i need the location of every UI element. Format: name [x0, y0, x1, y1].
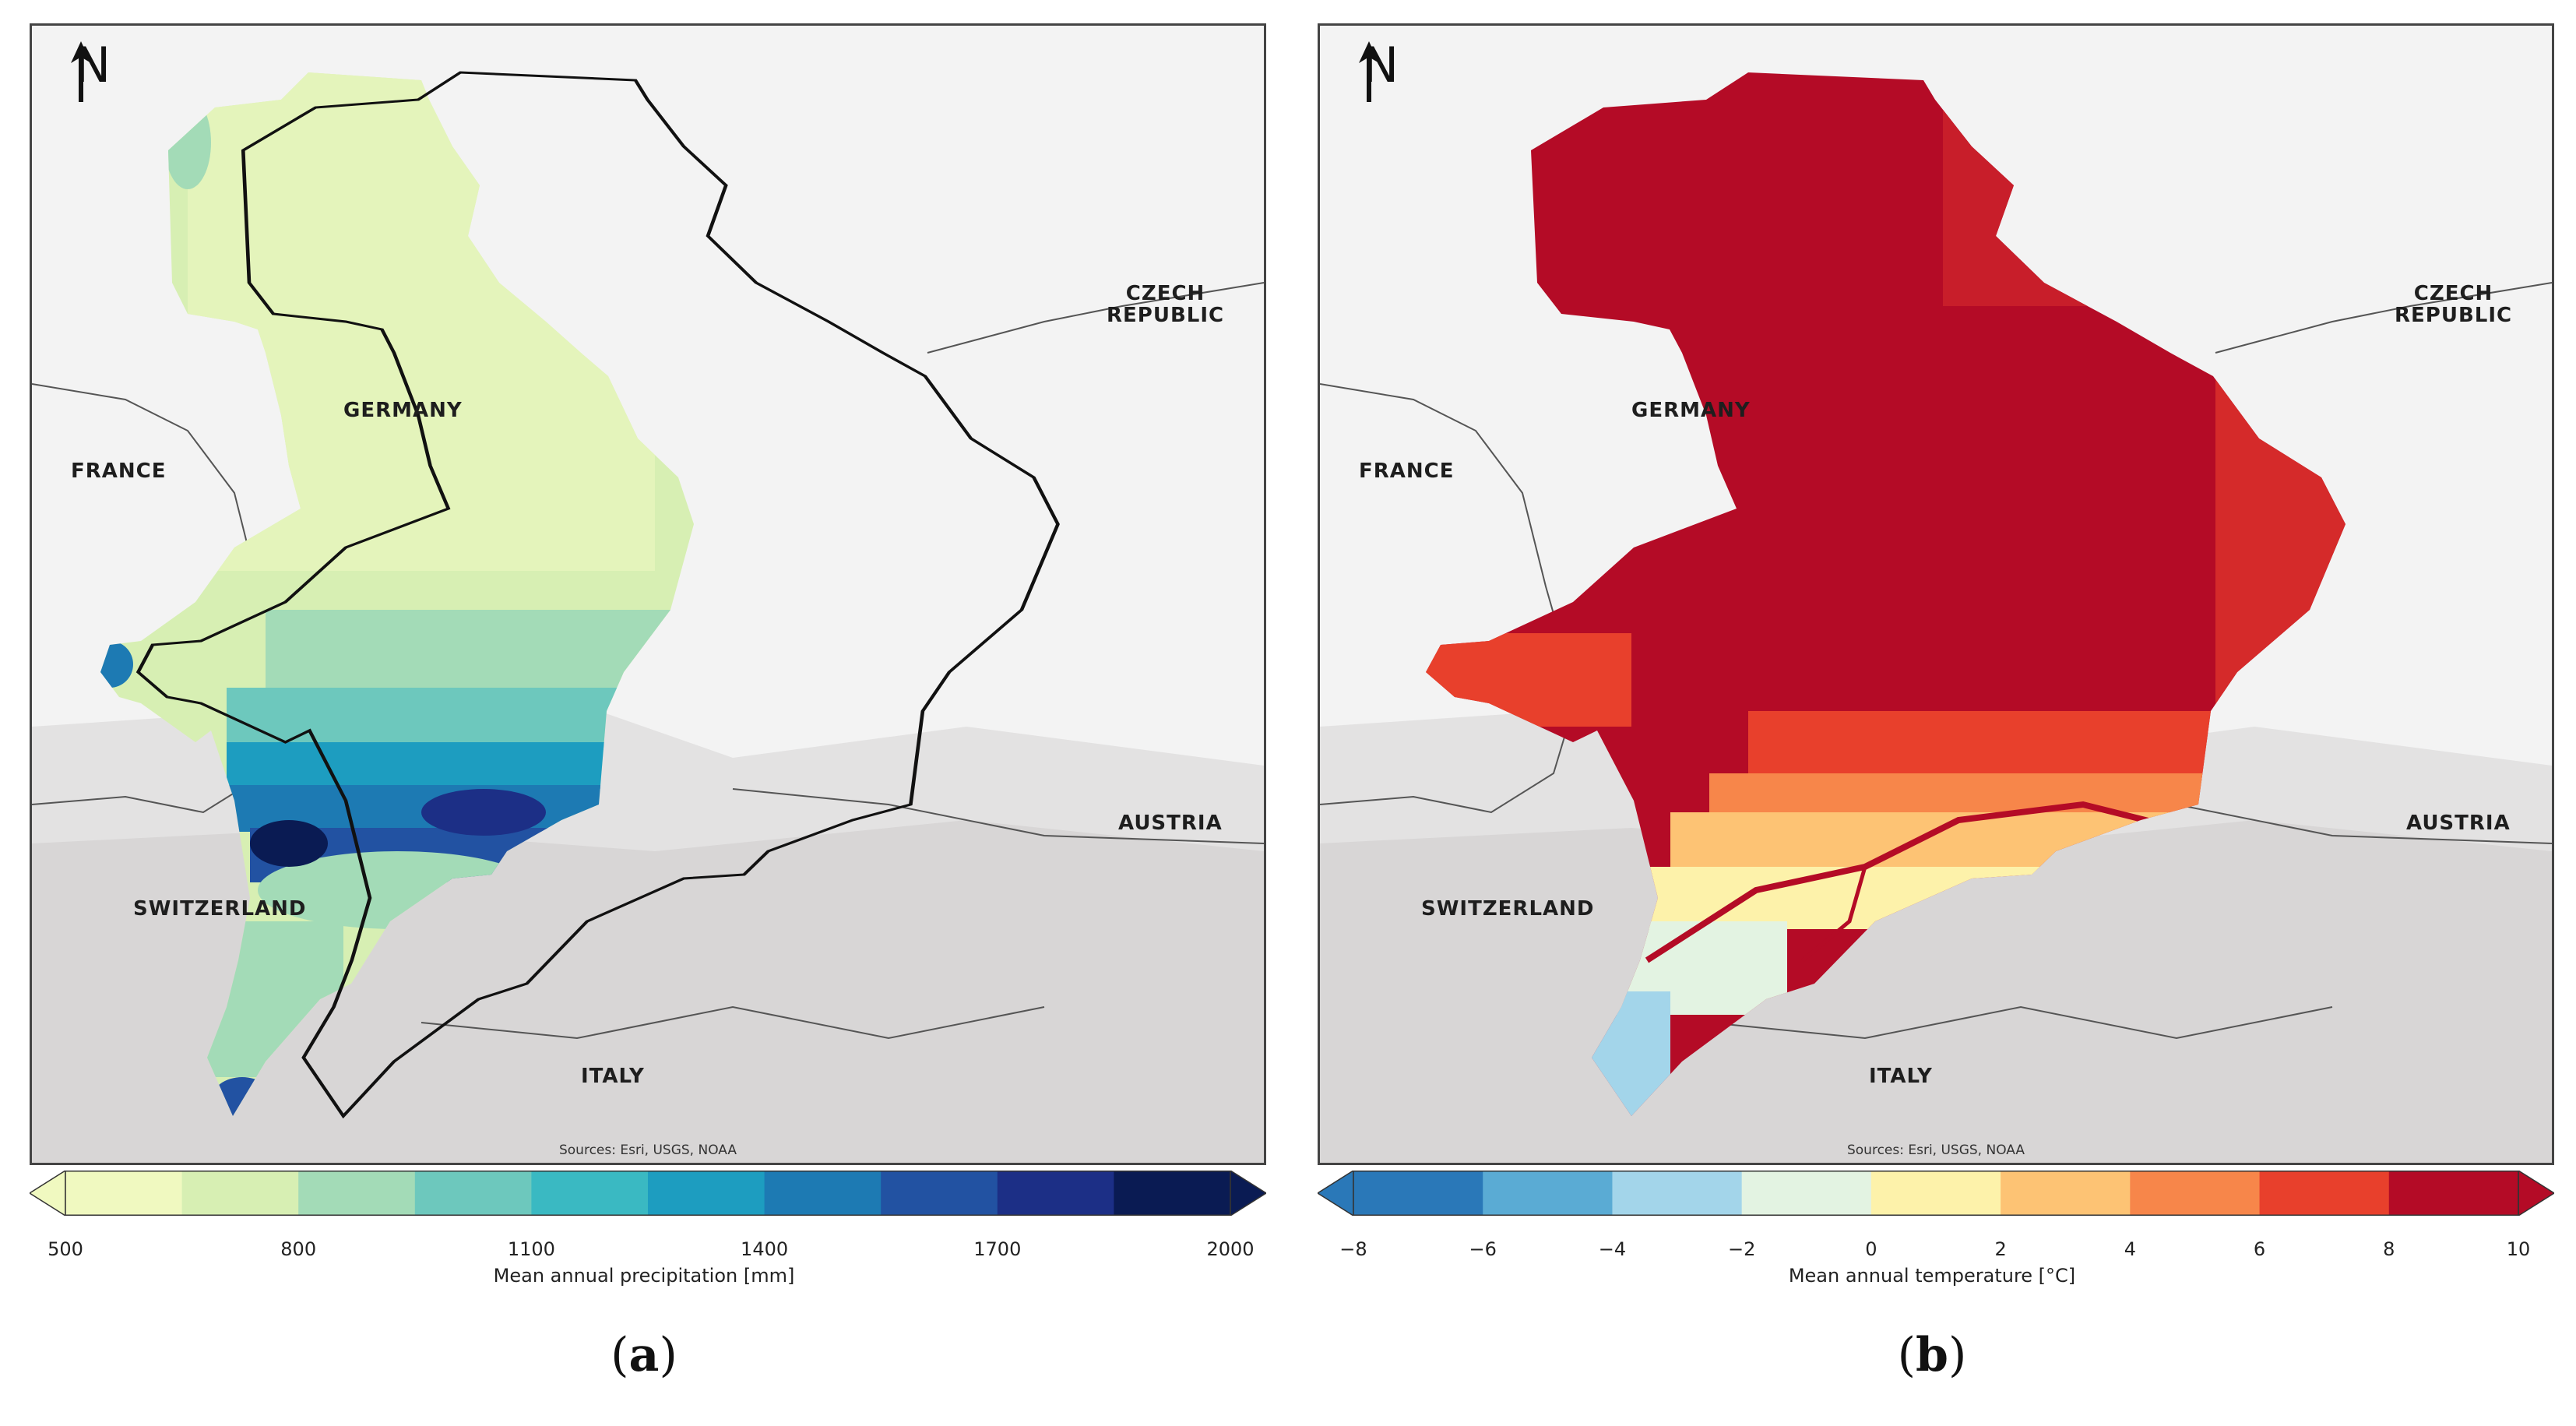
precipitation-colorbar-outline: [65, 1171, 1231, 1216]
label-france: FRANCE: [71, 459, 167, 483]
precipitation-colorbar-swatch: [298, 1171, 416, 1216]
precipitation-colorbar: [30, 1171, 1266, 1216]
label-czech-line1: CZECH: [1125, 282, 1205, 305]
temperature-colorbar-tick-label: −6: [1469, 1238, 1497, 1260]
precipitation-colorbar-tick-label: 1100: [507, 1238, 555, 1260]
panel-b-label: (b): [1897, 1328, 1967, 1382]
temperature-colorbar-tick-label: 2: [1994, 1238, 2007, 1260]
map-temperature: N GERMANY FRANCE CZECH REPUBLIC AUSTRIA …: [1318, 23, 2554, 1165]
precipitation-colorbar-tick-label: 1700: [973, 1238, 1022, 1260]
label-czech: CZECH REPUBLIC: [1107, 283, 1224, 326]
temperature-colorbar-tick-label: 10: [2506, 1238, 2531, 1260]
temperature-colorbar-swatch: [1870, 1171, 2001, 1216]
temperature-colorbar-swatch: [2388, 1171, 2519, 1216]
precipitation-colorbar-tick-label: 2000: [1206, 1238, 1255, 1260]
label-germany-b: GERMANY: [1631, 399, 1751, 422]
north-arrow-icon: [71, 41, 91, 102]
temperature-colorbar-tick-label: −2: [1727, 1238, 1756, 1260]
precipitation-colorbar-swatch: [764, 1171, 882, 1216]
precipitation-colorbar-swatch: [648, 1171, 765, 1216]
temperature-colorbar-title: Mean annual temperature [°C]: [1788, 1265, 2076, 1287]
temperature-colorbar-tick-label: 8: [2383, 1238, 2395, 1260]
precipitation-map-svg: [32, 26, 1264, 1163]
label-switzerland: SWITZERLAND: [133, 897, 307, 921]
temperature-colorbar-tick-label: 4: [2124, 1238, 2136, 1260]
temperature-colorbar-extend-high: [2518, 1171, 2554, 1216]
label-czech-line1-b: CZECH: [2413, 282, 2493, 305]
precipitation-colorbar-swatch: [414, 1171, 532, 1216]
precipitation-colorbar-tick-label: 800: [280, 1238, 317, 1260]
label-austria-b: AUSTRIA: [2406, 812, 2511, 835]
precipitation-colorbar-swatch: [1114, 1171, 1231, 1216]
temperature-colorbar-tick-label: 6: [2253, 1238, 2266, 1260]
temperature-colorbar-tick-label: 0: [1865, 1238, 1877, 1260]
temperature-colorbar-swatch: [1353, 1171, 1483, 1216]
north-arrow-b: N: [1357, 41, 1404, 102]
label-czech-line2: REPUBLIC: [1107, 304, 1225, 327]
precipitation-colorbar-swatch: [881, 1171, 998, 1216]
label-austria: AUSTRIA: [1118, 812, 1223, 835]
temperature-colorbar-tick-label: −8: [1339, 1238, 1367, 1260]
label-italy: ITALY: [581, 1065, 645, 1088]
panel-b-letter: b: [1916, 1328, 1948, 1382]
north-arrow: N: [69, 41, 116, 102]
map-precipitation: N GERMANY FRANCE CZECH REPUBLIC AUSTRIA …: [30, 23, 1266, 1165]
temperature-colorbar-extend-low: [1318, 1171, 1354, 1216]
precipitation-colorbar-extend-high: [1230, 1171, 1266, 1216]
precipitation-colorbar-swatch: [181, 1171, 299, 1216]
temperature-colorbar-swatch: [2001, 1171, 2131, 1216]
temperature-colorbar-outline: [1353, 1171, 2519, 1216]
label-czech-line2-b: REPUBLIC: [2395, 304, 2513, 327]
temperature-map-svg: [1320, 26, 2552, 1163]
label-france-b: FRANCE: [1359, 459, 1455, 483]
panel-a-label: (a): [611, 1328, 677, 1382]
precipitation-colorbar-swatch: [531, 1171, 649, 1216]
label-italy-b: ITALY: [1869, 1065, 1933, 1088]
precipitation-colorbar-tick-label: 500: [48, 1238, 83, 1260]
precipitation-colorbar-title: Mean annual precipitation [mm]: [493, 1265, 795, 1287]
panel-a-precipitation: N GERMANY FRANCE CZECH REPUBLIC AUSTRIA …: [30, 23, 1266, 1382]
panel-b-temperature: N GERMANY FRANCE CZECH REPUBLIC AUSTRIA …: [1288, 0, 2576, 1426]
panel-a-letter: a: [628, 1328, 660, 1382]
precipitation-colorbar-swatch: [65, 1171, 183, 1216]
north-arrow-icon: [1359, 41, 1379, 102]
label-germany: GERMANY: [343, 399, 463, 422]
map-sources-b: Sources: Esri, USGS, NOAA: [1846, 1143, 2025, 1158]
temperature-colorbar-tick-label: −4: [1598, 1238, 1627, 1260]
precipitation-colorbar-tick-label: 1400: [741, 1238, 789, 1260]
temperature-colorbar-swatch: [2130, 1171, 2261, 1216]
precipitation-colorbar-extend-low: [30, 1171, 66, 1216]
temperature-colorbar-swatch: [1483, 1171, 1613, 1216]
temperature-colorbar-swatch: [1741, 1171, 1872, 1216]
label-czech-b: CZECH REPUBLIC: [2395, 283, 2512, 326]
map-sources: Sources: Esri, USGS, NOAA: [558, 1143, 737, 1158]
temperature-colorbar-swatch: [1612, 1171, 1743, 1216]
label-switzerland-b: SWITZERLAND: [1421, 897, 1595, 921]
precipitation-colorbar-swatch: [997, 1171, 1114, 1216]
temperature-colorbar: [1318, 1171, 2554, 1216]
temperature-colorbar-swatch: [2259, 1171, 2390, 1216]
